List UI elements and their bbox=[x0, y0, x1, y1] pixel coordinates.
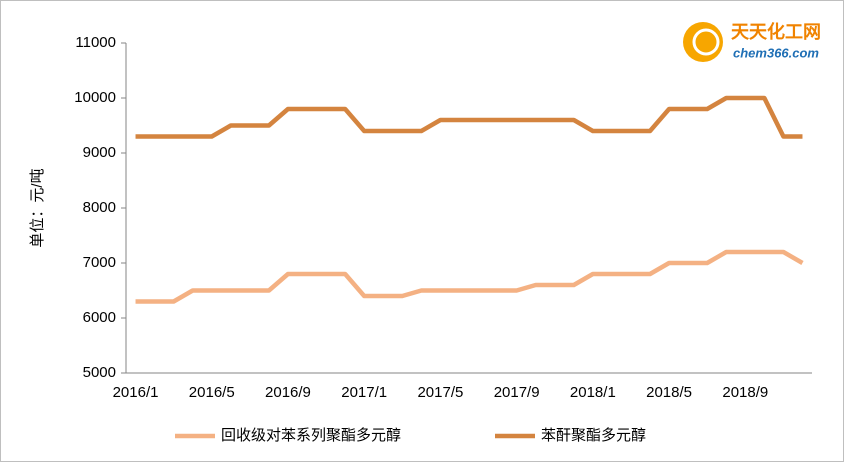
legend-label: 回收级对苯系列聚酯多元醇 bbox=[221, 427, 401, 444]
line-series bbox=[135, 249, 804, 304]
x-tick-label: 2017/5 bbox=[417, 384, 463, 401]
y-tick-label: 8000 bbox=[83, 199, 116, 216]
y-axis-label: 单位：元/吨 bbox=[29, 168, 46, 247]
legend-label: 苯酐聚酯多元醇 bbox=[541, 427, 646, 444]
x-tick-label: 2016/1 bbox=[113, 384, 159, 401]
x-tick-label: 2018/5 bbox=[646, 384, 692, 401]
x-tick-label: 2018/9 bbox=[722, 384, 768, 401]
y-tick-label: 10000 bbox=[74, 89, 116, 106]
line-series bbox=[135, 95, 803, 139]
logo-name: 天天化工网 bbox=[731, 21, 821, 42]
x-tick-label: 2016/5 bbox=[189, 384, 235, 401]
x-tick-label: 2016/9 bbox=[265, 384, 311, 401]
logo: 天天化工网 chem366.com bbox=[683, 21, 821, 62]
y-tick-label: 5000 bbox=[83, 364, 116, 381]
y-tick-label: 11000 bbox=[75, 34, 116, 51]
x-tick-label: 2017/9 bbox=[494, 384, 540, 401]
logo-icon-ring bbox=[692, 28, 720, 56]
logo-url: chem366.com bbox=[733, 45, 819, 60]
y-tick-label: 6000 bbox=[83, 309, 116, 326]
y-tick-label: 7000 bbox=[83, 254, 116, 271]
x-tick-label: 2018/1 bbox=[570, 384, 616, 401]
x-tick-label: 2017/1 bbox=[341, 384, 387, 401]
y-tick-label: 9000 bbox=[83, 144, 116, 161]
